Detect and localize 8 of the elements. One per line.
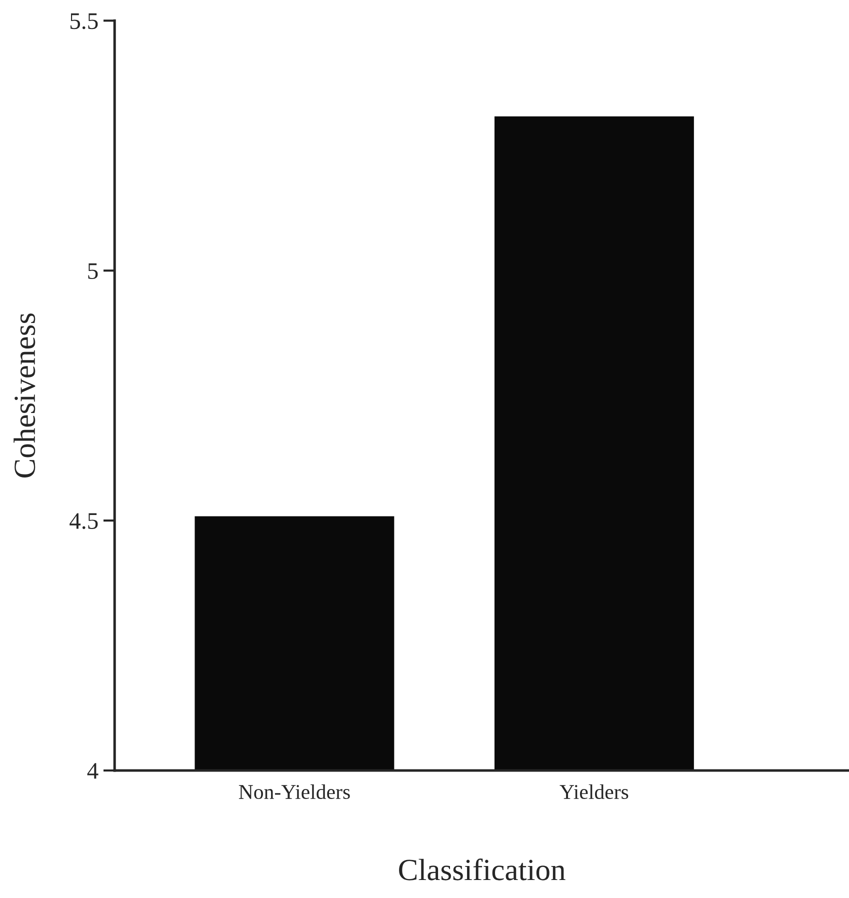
y-tick-label: 4 (87, 763, 98, 779)
x-axis-title: Classification (399, 858, 566, 880)
y-tick-label: 5 (88, 263, 98, 280)
y-tick-label: 4.5 (70, 513, 98, 530)
x-tick-label: Non-Yielders (238, 784, 350, 800)
y-tick-label: 5.5 (70, 13, 98, 30)
y-axis-title: Cohesiveness (14, 314, 36, 478)
x-tick-label: Yielders (560, 784, 628, 800)
